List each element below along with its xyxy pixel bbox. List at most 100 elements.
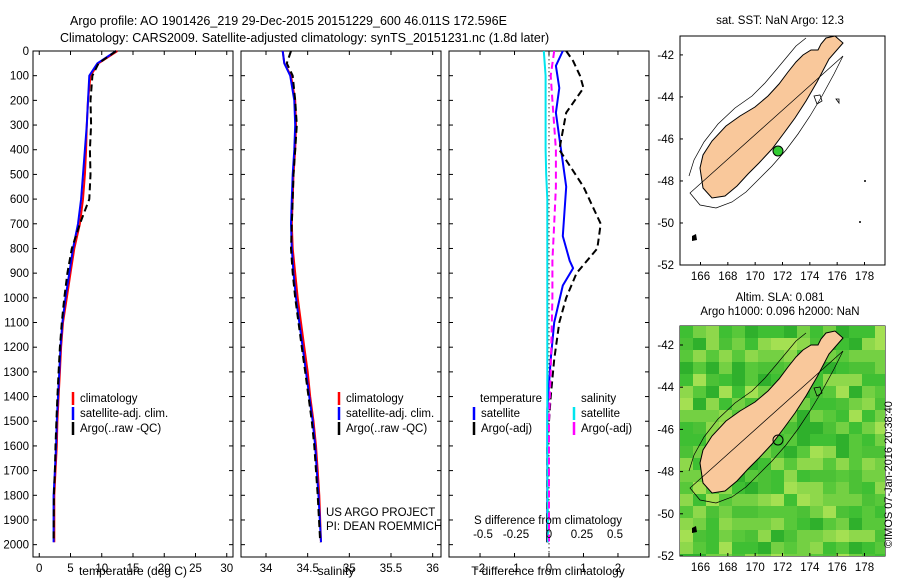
sla-cell [719, 398, 733, 411]
x-tick-label: 35 [343, 563, 356, 575]
sla-cell [706, 386, 720, 399]
sla-cell [771, 446, 785, 459]
lat-tick-label: -46 [657, 424, 674, 436]
lon-tick-label: 168 [718, 562, 737, 574]
sla-cell [862, 422, 876, 435]
lat-tick-label: -44 [657, 92, 674, 104]
sla-cell [849, 554, 863, 556]
sla-cell [771, 518, 785, 531]
sla-cell [823, 470, 837, 483]
difference-panel: -2 -1 0 1 2 temperature salinity satellite A… [448, 50, 650, 578]
sst-map: sat. SST: NaN Argo: 12.3 166 168 170 172 174… [657, 15, 886, 283]
sla-cell [732, 542, 746, 555]
sla-cell [693, 494, 707, 507]
sla-cell [810, 458, 824, 471]
sla-cell [745, 482, 759, 495]
sst-map-content [688, 36, 866, 241]
sla-cell [745, 554, 759, 556]
sla-cell [732, 554, 746, 556]
sla-cell [732, 338, 746, 351]
salinity-axis-label: salinity [318, 564, 355, 578]
sla-cell [836, 350, 850, 363]
sla-cell [862, 374, 876, 387]
lat-tick-label: -44 [657, 382, 674, 394]
title-line-2: Climatology: CARS2009. Satellite-adjuste… [60, 31, 549, 45]
sla-cell [732, 386, 746, 399]
depth-tick-label: 1600 [3, 441, 29, 453]
lat-tick-label: -46 [657, 134, 674, 146]
sla-cell [771, 482, 785, 495]
lon-tick-label: 166 [691, 271, 710, 283]
sla-cell [810, 470, 824, 483]
sla-cell [836, 374, 850, 387]
sla-cell [862, 434, 876, 447]
salinity-panel: 34 34.5 35 35.5 36 salinity climatology sate… [240, 50, 442, 578]
sla-cell [862, 494, 876, 507]
s-difference-tick-label: 0.25 [571, 529, 593, 541]
sla-cell [875, 338, 885, 351]
chatham-contour [813, 94, 823, 105]
sla-cell [706, 410, 720, 423]
depth-tick-label: 1800 [3, 490, 29, 502]
legend-t-satellite-label: satellite [481, 408, 520, 420]
sla-cell [680, 350, 694, 363]
sla-cell [823, 530, 837, 543]
sla-cell [823, 374, 837, 387]
new-zealand-land [699, 330, 844, 494]
islet-contour [835, 98, 840, 105]
lon-tick-label: 178 [855, 271, 874, 283]
lat-tick-label: -50 [657, 218, 674, 230]
sla-cell [771, 506, 785, 519]
sla-cell [823, 386, 837, 399]
sla-cell [693, 410, 707, 423]
sla-cell [784, 338, 798, 351]
series-line-t-argo-adj [546, 50, 602, 543]
sla-cell [823, 362, 837, 375]
lat-tick-label: -50 [657, 509, 674, 521]
sla-cell [862, 326, 876, 339]
sla-cell [719, 542, 733, 555]
sla-cell [810, 446, 824, 459]
sla-cell [693, 386, 707, 399]
sla-cell [797, 494, 811, 507]
sla-cell [849, 410, 863, 423]
isobath-contour [688, 37, 844, 209]
difference-x-ticks: -2 -1 0 1 2 [475, 51, 621, 575]
sla-cell [849, 362, 863, 375]
x-tick-label: 10 [95, 563, 108, 575]
sla-cell [849, 386, 863, 399]
sla-cell [680, 506, 694, 519]
temperature-axis-label: temperature (deg C) [79, 564, 187, 578]
depth-tick-label: 400 [10, 145, 29, 157]
lon-tick-label: 170 [746, 271, 765, 283]
legend-climatology-label: climatology [80, 393, 138, 405]
sla-cell [797, 446, 811, 459]
sla-cell [823, 506, 837, 519]
sla-cell [823, 482, 837, 495]
lon-tick-label: 176 [828, 562, 847, 574]
sla-cell [745, 362, 759, 375]
sla-cell [849, 482, 863, 495]
sla-cell [758, 482, 772, 495]
sla-cell [771, 458, 785, 471]
sla-cell [680, 374, 694, 387]
sla-cell [849, 494, 863, 507]
sla-cell [706, 518, 720, 531]
sla-cell [810, 398, 824, 411]
sla-cell [875, 410, 885, 423]
sla-cell [836, 482, 850, 495]
sla-cell [849, 506, 863, 519]
sla-cell [784, 518, 798, 531]
s-difference-tick-label: 0.5 [607, 529, 623, 541]
legend-sal-argo-label: Argo(..raw -QC) [346, 423, 427, 435]
sla-cell [693, 554, 707, 556]
sla-cell [875, 326, 885, 339]
sla-cell [693, 422, 707, 435]
sla-cell [693, 362, 707, 375]
x-tick-label: 1 [580, 563, 586, 575]
sla-cell [875, 386, 885, 399]
x-tick-label: 15 [127, 563, 140, 575]
sla-cell [797, 422, 811, 435]
sla-cell [680, 362, 694, 375]
